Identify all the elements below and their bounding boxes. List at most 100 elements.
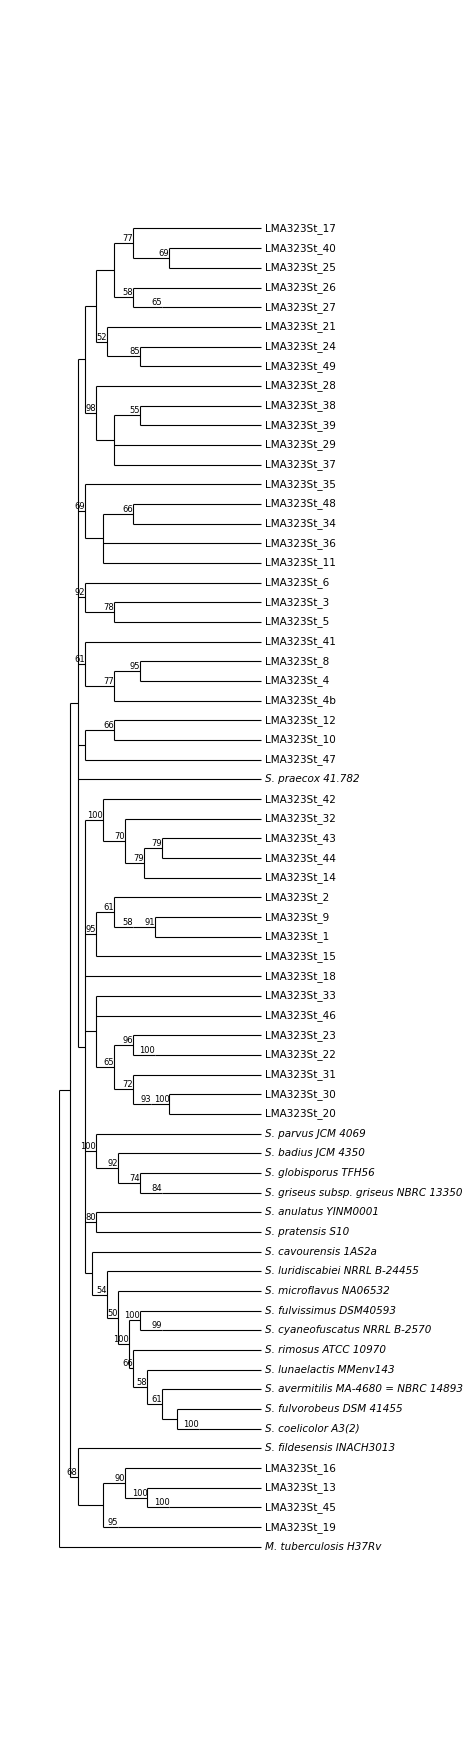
Text: LMA323St_41: LMA323St_41: [265, 636, 336, 646]
Text: LMA323St_45: LMA323St_45: [265, 1502, 336, 1513]
Text: LMA323St_1: LMA323St_1: [265, 931, 329, 942]
Text: LMA323St_38: LMA323St_38: [265, 400, 336, 411]
Text: LMA323St_43: LMA323St_43: [265, 833, 336, 844]
Text: LMA323St_30: LMA323St_30: [265, 1088, 336, 1099]
Text: LMA323St_49: LMA323St_49: [265, 360, 336, 372]
Text: LMA323St_15: LMA323St_15: [265, 950, 336, 963]
Text: M. tuberculosis H37Rv: M. tuberculosis H37Rv: [265, 1543, 382, 1551]
Text: 69: 69: [159, 250, 170, 259]
Text: LMA323St_33: LMA323St_33: [265, 991, 336, 1001]
Text: LMA323St_37: LMA323St_37: [265, 459, 336, 470]
Text: S. badius JCM 4350: S. badius JCM 4350: [265, 1148, 365, 1158]
Text: 61: 61: [74, 655, 85, 664]
Text: LMA323St_40: LMA323St_40: [265, 243, 336, 253]
Text: 77: 77: [104, 676, 114, 687]
Text: 96: 96: [122, 1036, 133, 1045]
Text: 61: 61: [152, 1396, 162, 1405]
Text: S. fulvorobeus DSM 41455: S. fulvorobeus DSM 41455: [265, 1405, 402, 1413]
Text: LMA323St_25: LMA323St_25: [265, 262, 336, 273]
Text: LMA323St_39: LMA323St_39: [265, 419, 336, 432]
Text: LMA323St_9: LMA323St_9: [265, 912, 329, 922]
Text: S. parvus JCM 4069: S. parvus JCM 4069: [265, 1129, 366, 1139]
Text: LMA323St_34: LMA323St_34: [265, 519, 336, 529]
Text: LMA323St_26: LMA323St_26: [265, 281, 336, 293]
Text: 100: 100: [124, 1312, 140, 1321]
Text: LMA323St_13: LMA323St_13: [265, 1481, 336, 1494]
Text: LMA323St_14: LMA323St_14: [265, 872, 336, 884]
Text: 100: 100: [154, 1499, 170, 1508]
Text: LMA323St_31: LMA323St_31: [265, 1069, 336, 1080]
Text: 66: 66: [122, 505, 133, 514]
Text: 100: 100: [183, 1420, 199, 1429]
Text: LMA323St_2: LMA323St_2: [265, 893, 329, 903]
Text: LMA323St_18: LMA323St_18: [265, 971, 336, 982]
Text: LMA323St_28: LMA323St_28: [265, 381, 336, 391]
Text: LMA323St_21: LMA323St_21: [265, 321, 336, 332]
Text: LMA323St_23: LMA323St_23: [265, 1029, 336, 1041]
Text: 92: 92: [74, 589, 85, 597]
Text: 65: 65: [104, 1059, 114, 1067]
Text: LMA323St_36: LMA323St_36: [265, 538, 336, 549]
Text: 55: 55: [129, 407, 140, 416]
Text: 66: 66: [122, 1359, 133, 1368]
Text: 79: 79: [133, 854, 144, 863]
Text: LMA323St_22: LMA323St_22: [265, 1050, 336, 1060]
Text: S. anulatus YINM0001: S. anulatus YINM0001: [265, 1207, 379, 1218]
Text: 50: 50: [108, 1309, 118, 1317]
Text: LMA323St_47: LMA323St_47: [265, 755, 336, 765]
Text: S. coelicolor A3(2): S. coelicolor A3(2): [265, 1424, 360, 1434]
Text: LMA323St_44: LMA323St_44: [265, 853, 336, 863]
Text: S. avermitilis MA-4680 = NBRC 14893: S. avermitilis MA-4680 = NBRC 14893: [265, 1384, 463, 1394]
Text: S. cavourensis 1AS2a: S. cavourensis 1AS2a: [265, 1247, 377, 1256]
Text: 58: 58: [137, 1378, 147, 1387]
Text: 92: 92: [108, 1158, 118, 1169]
Text: LMA323St_6: LMA323St_6: [265, 577, 329, 589]
Text: S. griseus subsp. griseus NBRC 13350: S. griseus subsp. griseus NBRC 13350: [265, 1188, 463, 1198]
Text: 54: 54: [97, 1286, 107, 1295]
Text: S. fildesensis INACH3013: S. fildesensis INACH3013: [265, 1443, 395, 1454]
Text: 90: 90: [115, 1474, 125, 1483]
Text: LMA323St_8: LMA323St_8: [265, 655, 329, 667]
Text: 100: 100: [113, 1335, 129, 1345]
Text: 100: 100: [154, 1095, 170, 1104]
Text: 74: 74: [129, 1174, 140, 1183]
Text: LMA323St_10: LMA323St_10: [265, 734, 336, 746]
Text: S. praecox 41.782: S. praecox 41.782: [265, 774, 360, 784]
Text: LMA323St_42: LMA323St_42: [265, 793, 336, 805]
Text: 58: 58: [122, 917, 133, 928]
Text: LMA323St_4: LMA323St_4: [265, 676, 329, 687]
Text: 58: 58: [122, 288, 133, 297]
Text: LMA323St_3: LMA323St_3: [265, 597, 329, 608]
Text: LMA323St_12: LMA323St_12: [265, 715, 336, 725]
Text: 70: 70: [115, 832, 125, 840]
Text: 95: 95: [129, 662, 140, 671]
Text: 100: 100: [80, 1143, 96, 1151]
Text: 100: 100: [139, 1046, 155, 1055]
Text: S. rimosus ATCC 10970: S. rimosus ATCC 10970: [265, 1345, 386, 1356]
Text: S. fulvissimus DSM40593: S. fulvissimus DSM40593: [265, 1305, 396, 1315]
Text: 80: 80: [85, 1212, 96, 1223]
Text: 100: 100: [88, 811, 103, 819]
Text: S. globisporus TFH56: S. globisporus TFH56: [265, 1169, 375, 1177]
Text: 68: 68: [67, 1467, 78, 1476]
Text: 85: 85: [129, 348, 140, 356]
Text: LMA323St_35: LMA323St_35: [265, 479, 336, 489]
Text: LMA323St_27: LMA323St_27: [265, 302, 336, 313]
Text: S. pratensis S10: S. pratensis S10: [265, 1226, 349, 1237]
Text: LMA323St_20: LMA323St_20: [265, 1108, 336, 1120]
Text: 100: 100: [132, 1488, 147, 1497]
Text: 84: 84: [152, 1183, 162, 1193]
Text: 99: 99: [152, 1321, 162, 1329]
Text: 65: 65: [152, 299, 162, 307]
Text: 78: 78: [104, 603, 114, 611]
Text: LMA323St_11: LMA323St_11: [265, 557, 336, 568]
Text: LMA323St_29: LMA323St_29: [265, 440, 336, 451]
Text: S. cyaneofuscatus NRRL B-2570: S. cyaneofuscatus NRRL B-2570: [265, 1326, 431, 1335]
Text: 93: 93: [140, 1095, 151, 1104]
Text: LMA323St_32: LMA323St_32: [265, 814, 336, 825]
Text: 95: 95: [85, 926, 96, 935]
Text: S. microflavus NA06532: S. microflavus NA06532: [265, 1286, 390, 1296]
Text: LMA323St_5: LMA323St_5: [265, 617, 329, 627]
Text: 95: 95: [108, 1518, 118, 1527]
Text: LMA323St_24: LMA323St_24: [265, 341, 336, 351]
